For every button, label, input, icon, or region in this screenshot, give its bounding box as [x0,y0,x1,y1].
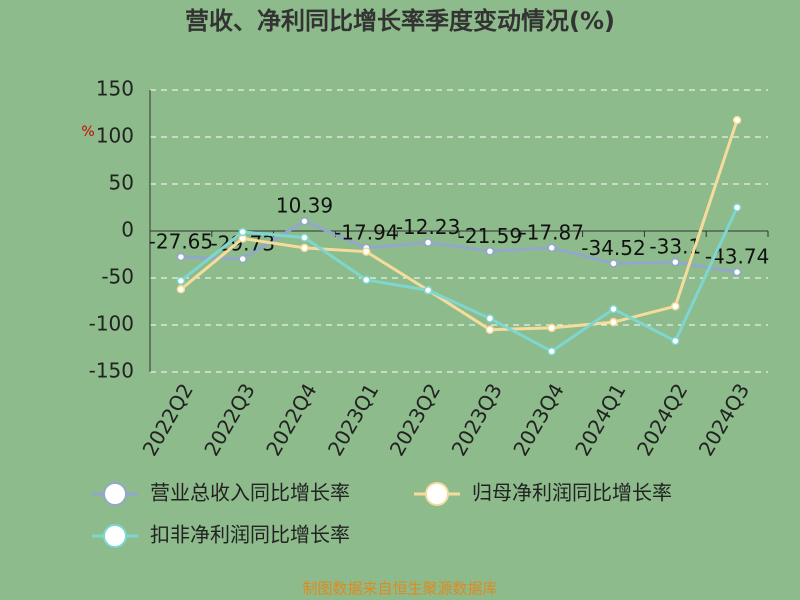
x-tick-label: 2024Q2 [632,379,692,460]
point [238,227,247,237]
point [732,203,742,212]
x-tick-label: 2023Q1 [323,379,383,460]
point [176,252,186,262]
y-tick-label: -150 [89,359,134,383]
point [609,317,618,327]
legend-label: 营业总收入同比增长率 [150,481,350,505]
point [485,325,495,334]
point [300,216,309,226]
data-label: -21.59 [458,224,522,248]
x-tick-label: 2024Q3 [694,379,754,460]
data-label: 10.39 [276,194,333,218]
x-tick-label: 2023Q3 [447,379,507,460]
point [732,267,742,277]
y-tick-label: -100 [89,312,134,336]
point [238,254,247,264]
data-label: -17.87 [519,220,583,244]
point [485,247,495,256]
y-tick-label: -50 [101,265,134,289]
point [176,276,186,286]
data-label: -12.23 [396,215,460,239]
y-tick-label: 150 [96,77,134,101]
point [547,243,556,253]
legend-marker [103,482,127,506]
y-tick-label: 0 [121,218,134,242]
legend-label: 扣非净利润同比增长率 [150,523,350,547]
chart-title: 营收、净利同比增长率季度变动情况(%) [185,7,615,35]
x-tick-label: 2024Q1 [570,379,630,460]
x-tick-label: 2023Q2 [385,379,445,460]
series-line [179,206,739,354]
point [547,323,556,333]
legend-label: 归母净利润同比增长率 [472,481,672,505]
x-tick-label: 2022Q2 [138,379,198,460]
point [485,314,495,323]
point [671,301,680,311]
data-label: -34.52 [581,236,645,260]
point [671,336,680,346]
legend-marker [425,482,449,506]
unit-label: % [81,124,94,140]
point [671,257,680,267]
point [362,275,371,285]
y-tick-label: 50 [109,171,134,195]
series-line [180,219,738,274]
data-label: -27.65 [149,229,213,253]
point [300,243,309,253]
point [300,233,309,242]
point [732,115,742,125]
point [547,347,556,356]
footer: 制图数据来自恒生聚源数据库 [302,580,497,598]
point [423,285,433,295]
point [423,238,433,247]
y-tick-label: 100 [96,124,134,148]
x-tick-label: 2023Q4 [508,379,568,460]
point [176,285,186,294]
x-tick-label: 2022Q3 [199,379,259,460]
point [609,304,618,314]
point [609,259,618,268]
point [362,247,371,256]
series-line [179,119,739,332]
x-tick-label: 2022Q4 [261,379,321,460]
legend-marker [103,524,127,548]
data-label: -17.94 [334,220,398,244]
